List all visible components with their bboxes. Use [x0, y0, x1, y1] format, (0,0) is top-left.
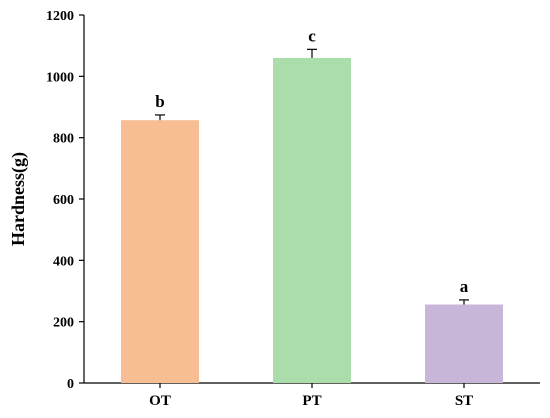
bar-ot [121, 120, 199, 383]
y-tick-label: 0 [67, 377, 74, 392]
y-tick-label: 400 [53, 254, 74, 269]
bars: b c a [121, 26, 503, 383]
significance-label-ot: b [155, 92, 164, 111]
y-tick-label: 1200 [46, 9, 74, 24]
y-axis-title: Hardness(g) [8, 152, 29, 246]
y-tick-label: 800 [53, 132, 74, 147]
bar-st [425, 304, 503, 383]
x-tick-label-pt: PT [302, 393, 321, 409]
x-axis: OT PT ST [84, 382, 540, 409]
y-tick-label: 200 [53, 316, 74, 331]
bar-pt [273, 57, 351, 383]
y-tick-label: 600 [53, 193, 74, 208]
significance-label-pt: c [308, 26, 316, 45]
significance-label-st: a [460, 277, 469, 296]
x-tick-label-ot: OT [149, 393, 171, 409]
y-tick-label: 1000 [46, 70, 74, 85]
y-axis: 0 200 400 600 800 1000 1200 [46, 9, 85, 392]
x-tick-label-st: ST [455, 393, 473, 409]
